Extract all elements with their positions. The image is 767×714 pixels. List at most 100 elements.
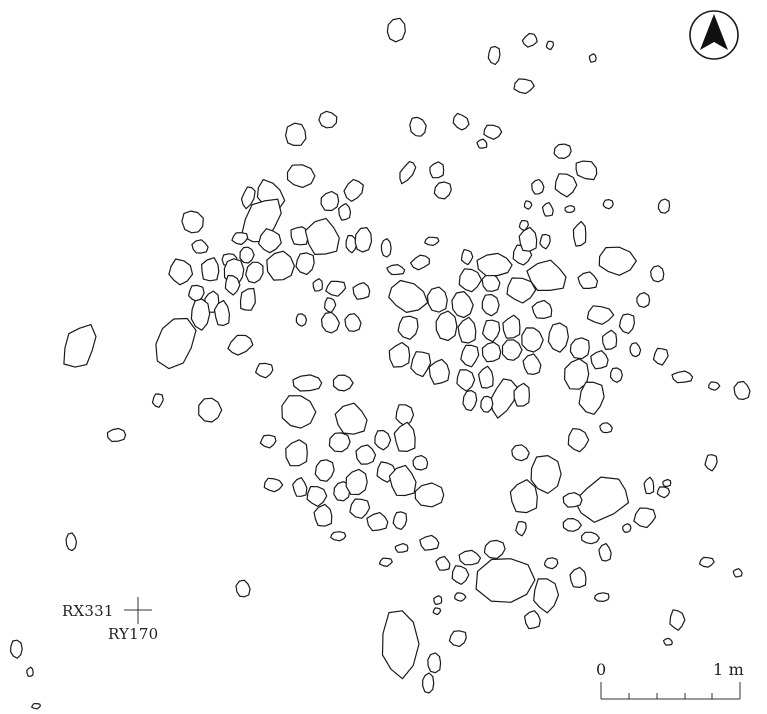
stone xyxy=(295,313,308,327)
stone xyxy=(399,161,417,185)
stone xyxy=(515,521,527,537)
stone xyxy=(569,337,590,360)
stone xyxy=(539,233,551,250)
stone xyxy=(524,610,541,630)
stone xyxy=(588,53,597,63)
stone xyxy=(602,199,614,210)
stone xyxy=(513,78,535,95)
stone xyxy=(483,539,506,560)
stone xyxy=(227,334,254,356)
stone xyxy=(292,374,323,392)
stone xyxy=(328,432,351,453)
stone xyxy=(26,666,34,677)
stone xyxy=(433,181,452,200)
stone xyxy=(231,232,249,246)
stone xyxy=(572,220,587,247)
stone xyxy=(388,341,411,368)
reference-y-label: RY170 xyxy=(108,625,159,643)
stone xyxy=(239,246,255,264)
stone xyxy=(513,382,530,407)
stone xyxy=(657,198,671,214)
stone xyxy=(502,314,521,339)
stone xyxy=(518,220,529,231)
stone xyxy=(530,455,562,494)
stone xyxy=(366,512,389,532)
stone xyxy=(381,610,420,680)
stone xyxy=(506,277,537,304)
stone xyxy=(378,557,393,567)
stone xyxy=(201,257,220,282)
stone xyxy=(355,444,377,465)
stone xyxy=(190,298,211,331)
stone xyxy=(481,293,500,317)
stone xyxy=(255,362,274,379)
stone xyxy=(235,579,251,598)
stone xyxy=(334,402,368,435)
stone xyxy=(304,217,340,255)
stone xyxy=(629,342,642,358)
stone xyxy=(564,358,590,390)
stone xyxy=(422,672,435,694)
stone xyxy=(151,393,164,408)
stone xyxy=(306,486,328,507)
stone xyxy=(432,607,442,616)
stone xyxy=(65,532,78,552)
stone xyxy=(325,280,347,297)
stone xyxy=(324,297,337,314)
stone xyxy=(397,315,419,340)
stone xyxy=(577,271,599,289)
stone xyxy=(181,210,204,234)
stone-outlines xyxy=(10,17,751,710)
stone xyxy=(567,428,590,453)
north-arrow-icon xyxy=(689,10,739,60)
stone xyxy=(281,395,317,429)
stone xyxy=(562,518,582,532)
stone xyxy=(428,358,450,385)
stone xyxy=(245,261,264,284)
stone xyxy=(458,549,482,566)
stone xyxy=(388,279,429,313)
stone xyxy=(429,161,445,179)
stone xyxy=(483,124,503,140)
stone xyxy=(636,292,651,308)
stone xyxy=(652,347,669,366)
stone xyxy=(545,40,555,51)
stone xyxy=(456,369,476,392)
stone xyxy=(458,268,483,293)
stone xyxy=(427,652,442,674)
stone xyxy=(419,534,440,551)
stone xyxy=(451,291,474,319)
stone xyxy=(213,299,230,327)
stone xyxy=(643,476,655,495)
stone xyxy=(598,246,637,276)
stone xyxy=(574,476,630,523)
stone xyxy=(521,32,538,48)
stone xyxy=(448,630,467,647)
stone xyxy=(476,138,488,149)
stone xyxy=(547,322,569,353)
stone xyxy=(581,531,600,545)
stone xyxy=(395,404,415,427)
stone xyxy=(352,282,371,300)
stone xyxy=(569,566,587,588)
stone xyxy=(478,365,494,389)
stone xyxy=(285,439,308,467)
stone xyxy=(708,381,721,391)
stone xyxy=(650,265,665,283)
stone xyxy=(386,17,406,43)
stone xyxy=(285,122,307,146)
stone xyxy=(198,397,223,423)
stone xyxy=(435,310,458,342)
stone xyxy=(699,556,715,568)
stone xyxy=(662,637,673,646)
stone xyxy=(590,350,609,370)
stone xyxy=(533,578,560,614)
stone xyxy=(343,179,364,202)
stone xyxy=(476,252,513,277)
stone xyxy=(481,273,501,292)
stone xyxy=(575,160,598,181)
stone xyxy=(586,305,615,325)
stone xyxy=(554,173,578,198)
stone xyxy=(295,252,315,275)
